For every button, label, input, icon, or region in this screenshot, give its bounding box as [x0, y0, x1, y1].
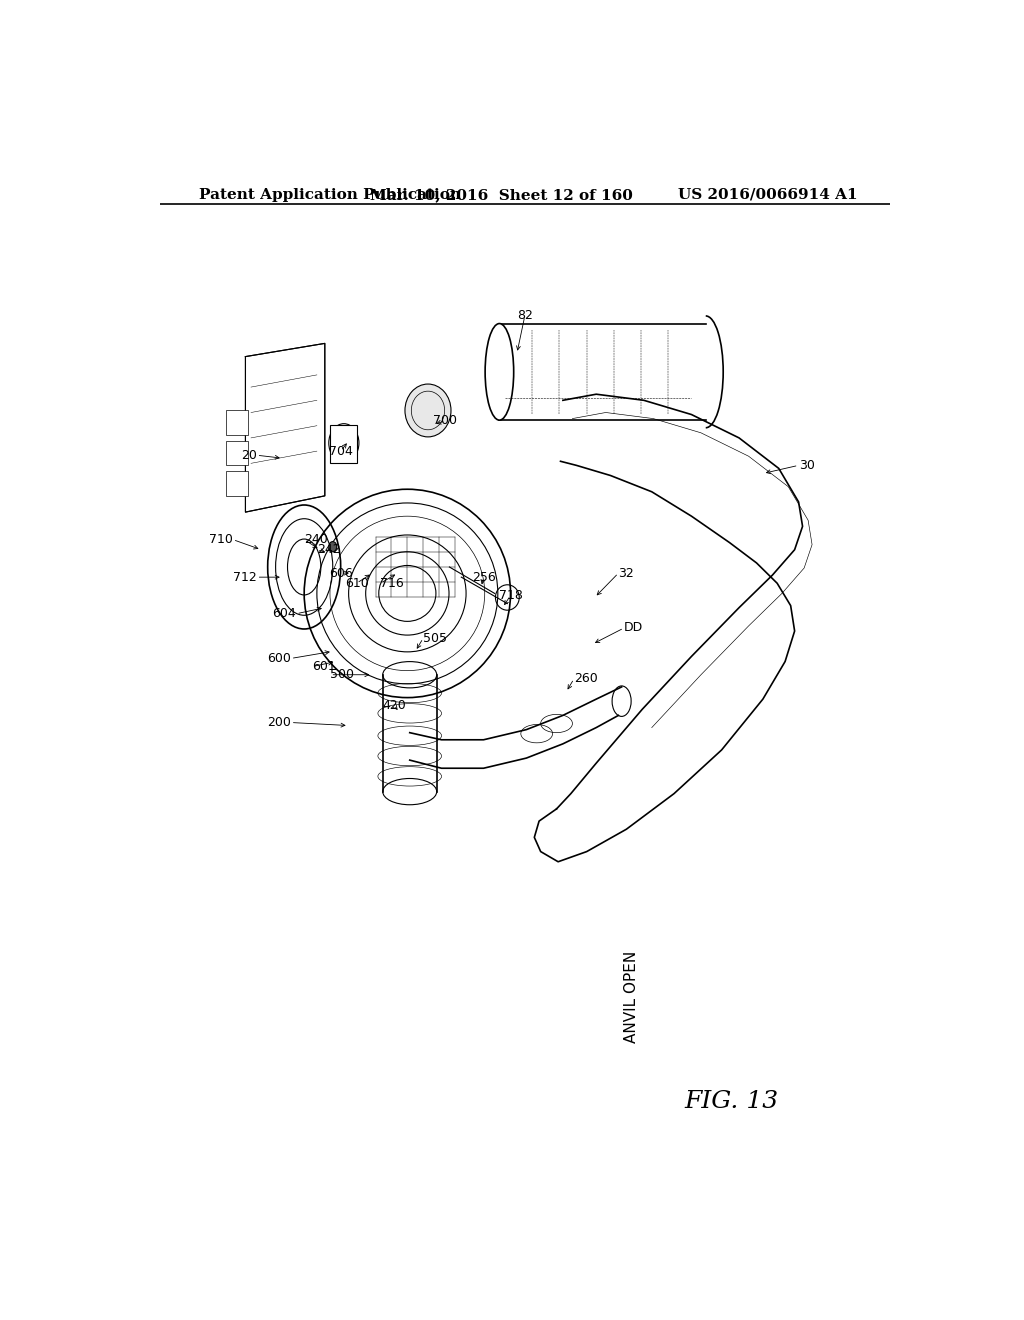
Text: US 2016/0066914 A1: US 2016/0066914 A1	[679, 187, 858, 202]
Text: 601: 601	[312, 660, 336, 673]
Text: 606: 606	[329, 566, 352, 579]
Text: 500: 500	[331, 668, 354, 681]
Bar	[225, 471, 248, 496]
Text: 600: 600	[267, 652, 291, 665]
Bar	[225, 411, 248, 434]
Text: 716: 716	[380, 577, 404, 590]
Bar	[225, 441, 248, 466]
Text: 32: 32	[618, 566, 634, 579]
Bar	[331, 425, 357, 463]
Text: DD: DD	[624, 622, 643, 635]
Text: Mar. 10, 2016  Sheet 12 of 160: Mar. 10, 2016 Sheet 12 of 160	[370, 187, 633, 202]
Text: 260: 260	[574, 672, 598, 685]
Text: 256: 256	[472, 570, 496, 583]
Text: FIG. 13: FIG. 13	[684, 1090, 778, 1113]
Text: Patent Application Publication: Patent Application Publication	[200, 187, 462, 202]
Text: 242: 242	[316, 544, 341, 556]
Bar	[485, 323, 708, 420]
Text: 704: 704	[329, 445, 352, 458]
Ellipse shape	[404, 384, 451, 437]
Text: 718: 718	[499, 589, 522, 602]
Text: 20: 20	[241, 449, 257, 462]
Text: 200: 200	[267, 715, 291, 729]
Ellipse shape	[485, 323, 514, 420]
Text: ANVIL OPEN: ANVIL OPEN	[625, 950, 639, 1043]
Ellipse shape	[329, 541, 337, 552]
Text: 240: 240	[304, 533, 328, 546]
Text: 712: 712	[232, 570, 257, 583]
Polygon shape	[246, 343, 325, 512]
Text: 710: 710	[209, 533, 232, 546]
Text: 610: 610	[345, 577, 369, 590]
Text: 700: 700	[433, 414, 458, 428]
Text: 30: 30	[799, 459, 814, 471]
Text: 604: 604	[272, 607, 296, 620]
Text: 82: 82	[517, 309, 532, 322]
Text: 505: 505	[423, 632, 447, 644]
Text: 420: 420	[382, 698, 406, 711]
